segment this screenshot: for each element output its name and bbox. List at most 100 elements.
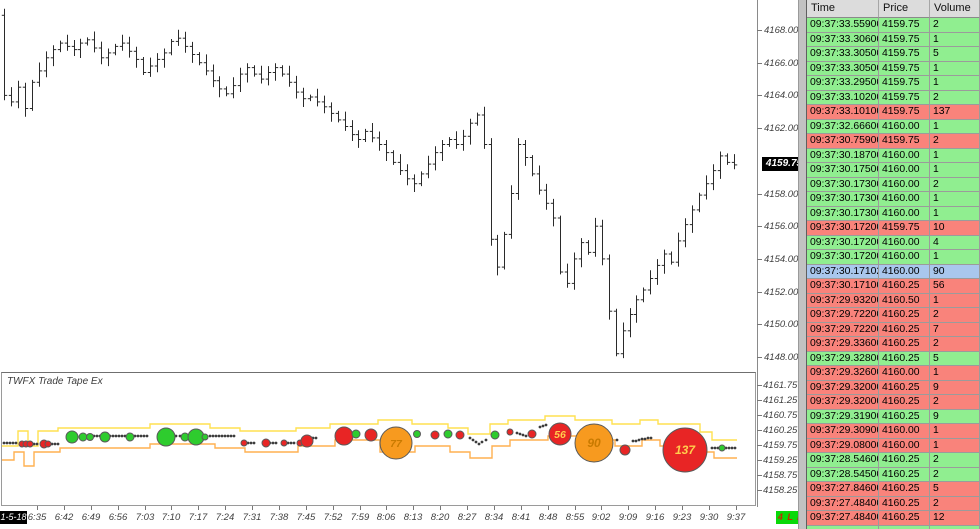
trade-bubble — [156, 427, 176, 447]
cell-time: 09:37:29.932000 — [807, 293, 879, 308]
cell-price: 4159.75 — [879, 18, 930, 33]
table-row[interactable]: 09:37:29.9320004160.501 — [807, 293, 980, 308]
cell-price: 4160.25 — [879, 337, 930, 352]
table-row[interactable]: 09:37:33.1020004159.752 — [807, 90, 980, 105]
table-row[interactable]: 09:37:29.3280004160.255 — [807, 351, 980, 366]
window-divider[interactable] — [798, 0, 806, 529]
table-row[interactable]: 09:37:30.1730004160.001 — [807, 206, 980, 221]
trade-bubble — [364, 428, 378, 442]
cell-time: 09:37:27.484000 — [807, 511, 879, 526]
cell-price: 4159.75 — [879, 61, 930, 76]
table-header-time[interactable]: Time — [807, 0, 879, 18]
table-row[interactable]: 09:37:30.1720014160.004 — [807, 235, 980, 250]
table-row[interactable]: 09:37:29.0800004160.001 — [807, 438, 980, 453]
cell-time: 09:37:30.171028 — [807, 264, 879, 279]
time-tick-label: 6:56 — [108, 512, 128, 523]
table-row[interactable]: 09:37:33.2950004159.751 — [807, 76, 980, 91]
table-row[interactable] — [807, 525, 980, 529]
cell-volume: 12 — [930, 511, 980, 526]
trade-bubble — [334, 426, 354, 446]
time-tick — [467, 506, 468, 510]
table-row[interactable]: 09:37:29.7220054160.252 — [807, 308, 980, 323]
table-row[interactable]: 09:37:27.8460004160.255 — [807, 482, 980, 497]
table-row[interactable]: 09:37:29.7220004160.257 — [807, 322, 980, 337]
cell-volume: 137 — [930, 105, 980, 120]
cell-time: 09:37:29.722000 — [807, 322, 879, 337]
cell-volume: 1 — [930, 366, 980, 381]
table-row[interactable]: 09:37:30.1750004160.001 — [807, 163, 980, 178]
table-row[interactable]: 09:37:33.3050004159.751 — [807, 61, 980, 76]
cell-price: 4160.25 — [879, 380, 930, 395]
trade-bubble — [125, 432, 135, 442]
cell-volume: 2 — [930, 496, 980, 511]
cell-time: 09:37:28.545000 — [807, 467, 879, 482]
time-tick — [360, 506, 361, 510]
table-row[interactable]: 09:37:30.1730014160.001 — [807, 192, 980, 207]
tape-tick-label: 4158.75 — [763, 470, 798, 481]
table-row[interactable]: 09:37:30.1730024160.002 — [807, 177, 980, 192]
table-row[interactable]: 09:37:33.3060004159.751 — [807, 32, 980, 47]
cell-price: 4160.25 — [879, 453, 930, 468]
table-row[interactable]: 09:37:29.3260004160.001 — [807, 366, 980, 381]
time-tick — [655, 506, 656, 510]
cell-price: 4160.25 — [879, 308, 930, 323]
time-tick-label: 6:42 — [54, 512, 74, 523]
table-row[interactable]: 09:37:27.4840034160.252 — [807, 496, 980, 511]
table-header-volume[interactable]: Volume — [930, 0, 980, 18]
table-header-price[interactable]: Price — [879, 0, 930, 18]
trade-bubble — [718, 444, 726, 452]
cell-price: 4160.00 — [879, 119, 930, 134]
cell-time: 09:37:29.336000 — [807, 337, 879, 352]
table-row[interactable]: 09:37:29.3200004160.252 — [807, 395, 980, 410]
table-row[interactable]: 09:37:29.3200014160.259 — [807, 380, 980, 395]
table-row[interactable]: 09:37:30.1870004160.001 — [807, 148, 980, 163]
table-row[interactable]: 09:37:28.5460004160.252 — [807, 453, 980, 468]
table-row[interactable]: 09:37:28.5450004160.252 — [807, 467, 980, 482]
trade-bubble — [574, 423, 614, 463]
tape-tick-label: 4158.25 — [763, 485, 798, 496]
table-header-row: Time Price Volume — [807, 0, 980, 18]
ask-step-line — [2, 415, 737, 447]
trade-bubble — [280, 439, 288, 447]
cell-price: 4160.00 — [879, 206, 930, 221]
table-row[interactable]: 09:37:33.3050014159.755 — [807, 47, 980, 62]
time-tick-label: 9:09 — [618, 512, 638, 523]
trade-tape-panel[interactable] — [1, 372, 756, 506]
cell-price: 4160.00 — [879, 264, 930, 279]
price-tick — [757, 324, 762, 325]
tape-tick — [757, 385, 762, 386]
cell-time: 09:37:30.173001 — [807, 192, 879, 207]
table-row[interactable]: 09:37:30.1720004160.001 — [807, 250, 980, 265]
cell-time: 09:37:33.102000 — [807, 90, 879, 105]
cell-time — [807, 525, 879, 529]
table-row[interactable]: 09:37:33.5590004159.752 — [807, 18, 980, 33]
time-tick — [521, 506, 522, 510]
cell-volume: 7 — [930, 322, 980, 337]
table-row[interactable]: 09:37:29.3360004160.252 — [807, 337, 980, 352]
cell-volume: 1 — [930, 192, 980, 207]
tape-tick — [757, 490, 762, 491]
cell-time: 09:37:29.309000 — [807, 424, 879, 439]
cell-price: 4160.25 — [879, 496, 930, 511]
table-row[interactable]: 09:37:29.3190004160.259 — [807, 409, 980, 424]
cell-time: 09:37:29.326000 — [807, 366, 879, 381]
cell-volume: 5 — [930, 351, 980, 366]
time-tick-label: 7:59 — [350, 512, 370, 523]
price-chart[interactable] — [0, 0, 757, 370]
cell-price: 4160.25 — [879, 322, 930, 337]
price-axis-line — [757, 0, 758, 507]
trade-tape-chart[interactable]: 77 56 90 137 — [2, 373, 757, 506]
price-tick — [757, 63, 762, 64]
table-row[interactable]: 09:37:32.6660004160.001 — [807, 119, 980, 134]
trade-tape-title: TWFX Trade Tape Ex — [7, 376, 103, 387]
table-row[interactable]: 09:37:29.3090004160.001 — [807, 424, 980, 439]
trade-bubble — [240, 439, 248, 447]
price-tick — [757, 194, 762, 195]
table-row[interactable]: 09:37:30.7590004159.752 — [807, 134, 980, 149]
